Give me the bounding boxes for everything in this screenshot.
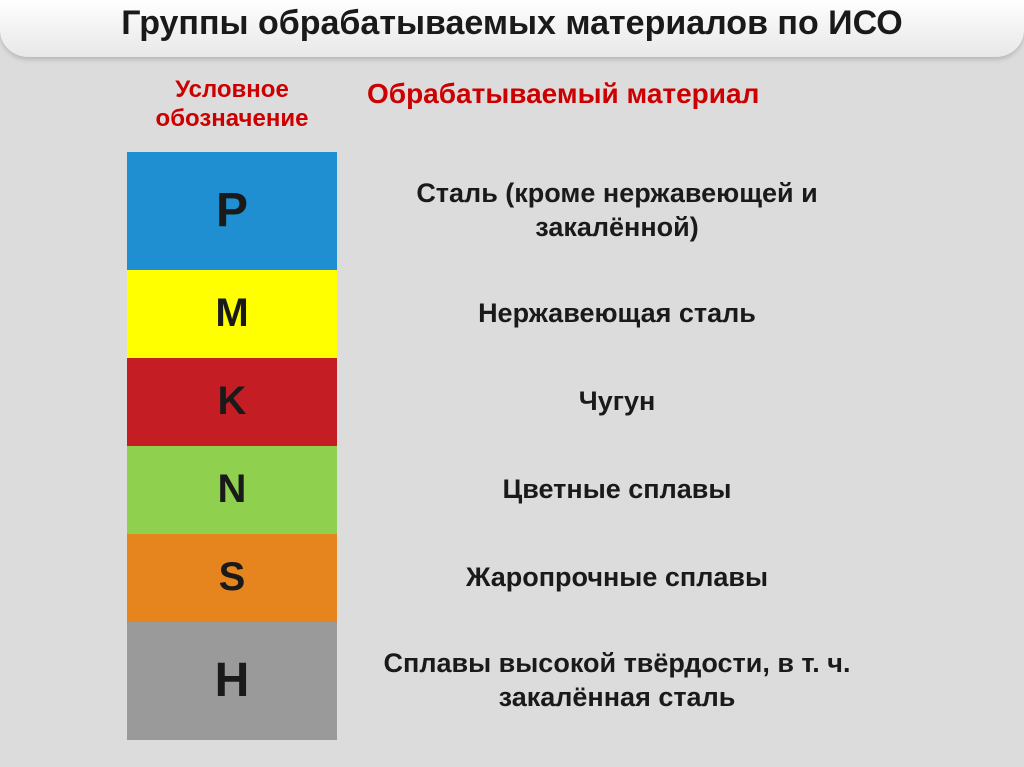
table-body: PСталь (кроме нержавеющей и закалённой)M…: [127, 152, 897, 740]
material-code-cell: N: [127, 446, 337, 534]
material-code-cell: K: [127, 358, 337, 446]
material-description-cell: Жаропрочные сплавы: [337, 555, 897, 601]
table-row: KЧугун: [127, 358, 897, 446]
table-row: PСталь (кроме нержавеющей и закалённой): [127, 152, 897, 270]
table-row: MНержавеющая сталь: [127, 270, 897, 358]
title-bar: Группы обрабатываемых материалов по ИСО: [0, 0, 1024, 58]
table-row: SЖаропрочные сплавы: [127, 534, 897, 622]
table-row: HСплавы высокой твёрдости, в т. ч. закал…: [127, 622, 897, 740]
material-description-cell: Чугун: [337, 379, 897, 425]
material-code-cell: M: [127, 270, 337, 358]
material-description-cell: Цветные сплавы: [337, 467, 897, 513]
table-row: NЦветные сплавы: [127, 446, 897, 534]
table-header-row: Условное обозначение Обрабатываемый мате…: [127, 76, 897, 134]
materials-table: Условное обозначение Обрабатываемый мате…: [127, 76, 897, 740]
material-code-cell: H: [127, 622, 337, 740]
material-description-cell: Сплавы высокой твёрдости, в т. ч. закалё…: [337, 641, 897, 721]
material-description-cell: Сталь (кроме нержавеющей и закалённой): [337, 171, 897, 251]
content-area: Условное обозначение Обрабатываемый мате…: [0, 58, 1024, 740]
header-code-column: Условное обозначение: [127, 76, 337, 134]
header-material-column: Обрабатываемый материал: [337, 76, 897, 110]
material-code-cell: P: [127, 152, 337, 270]
material-code-cell: S: [127, 534, 337, 622]
material-description-cell: Нержавеющая сталь: [337, 291, 897, 337]
page-title: Группы обрабатываемых материалов по ИСО: [20, 4, 1004, 43]
